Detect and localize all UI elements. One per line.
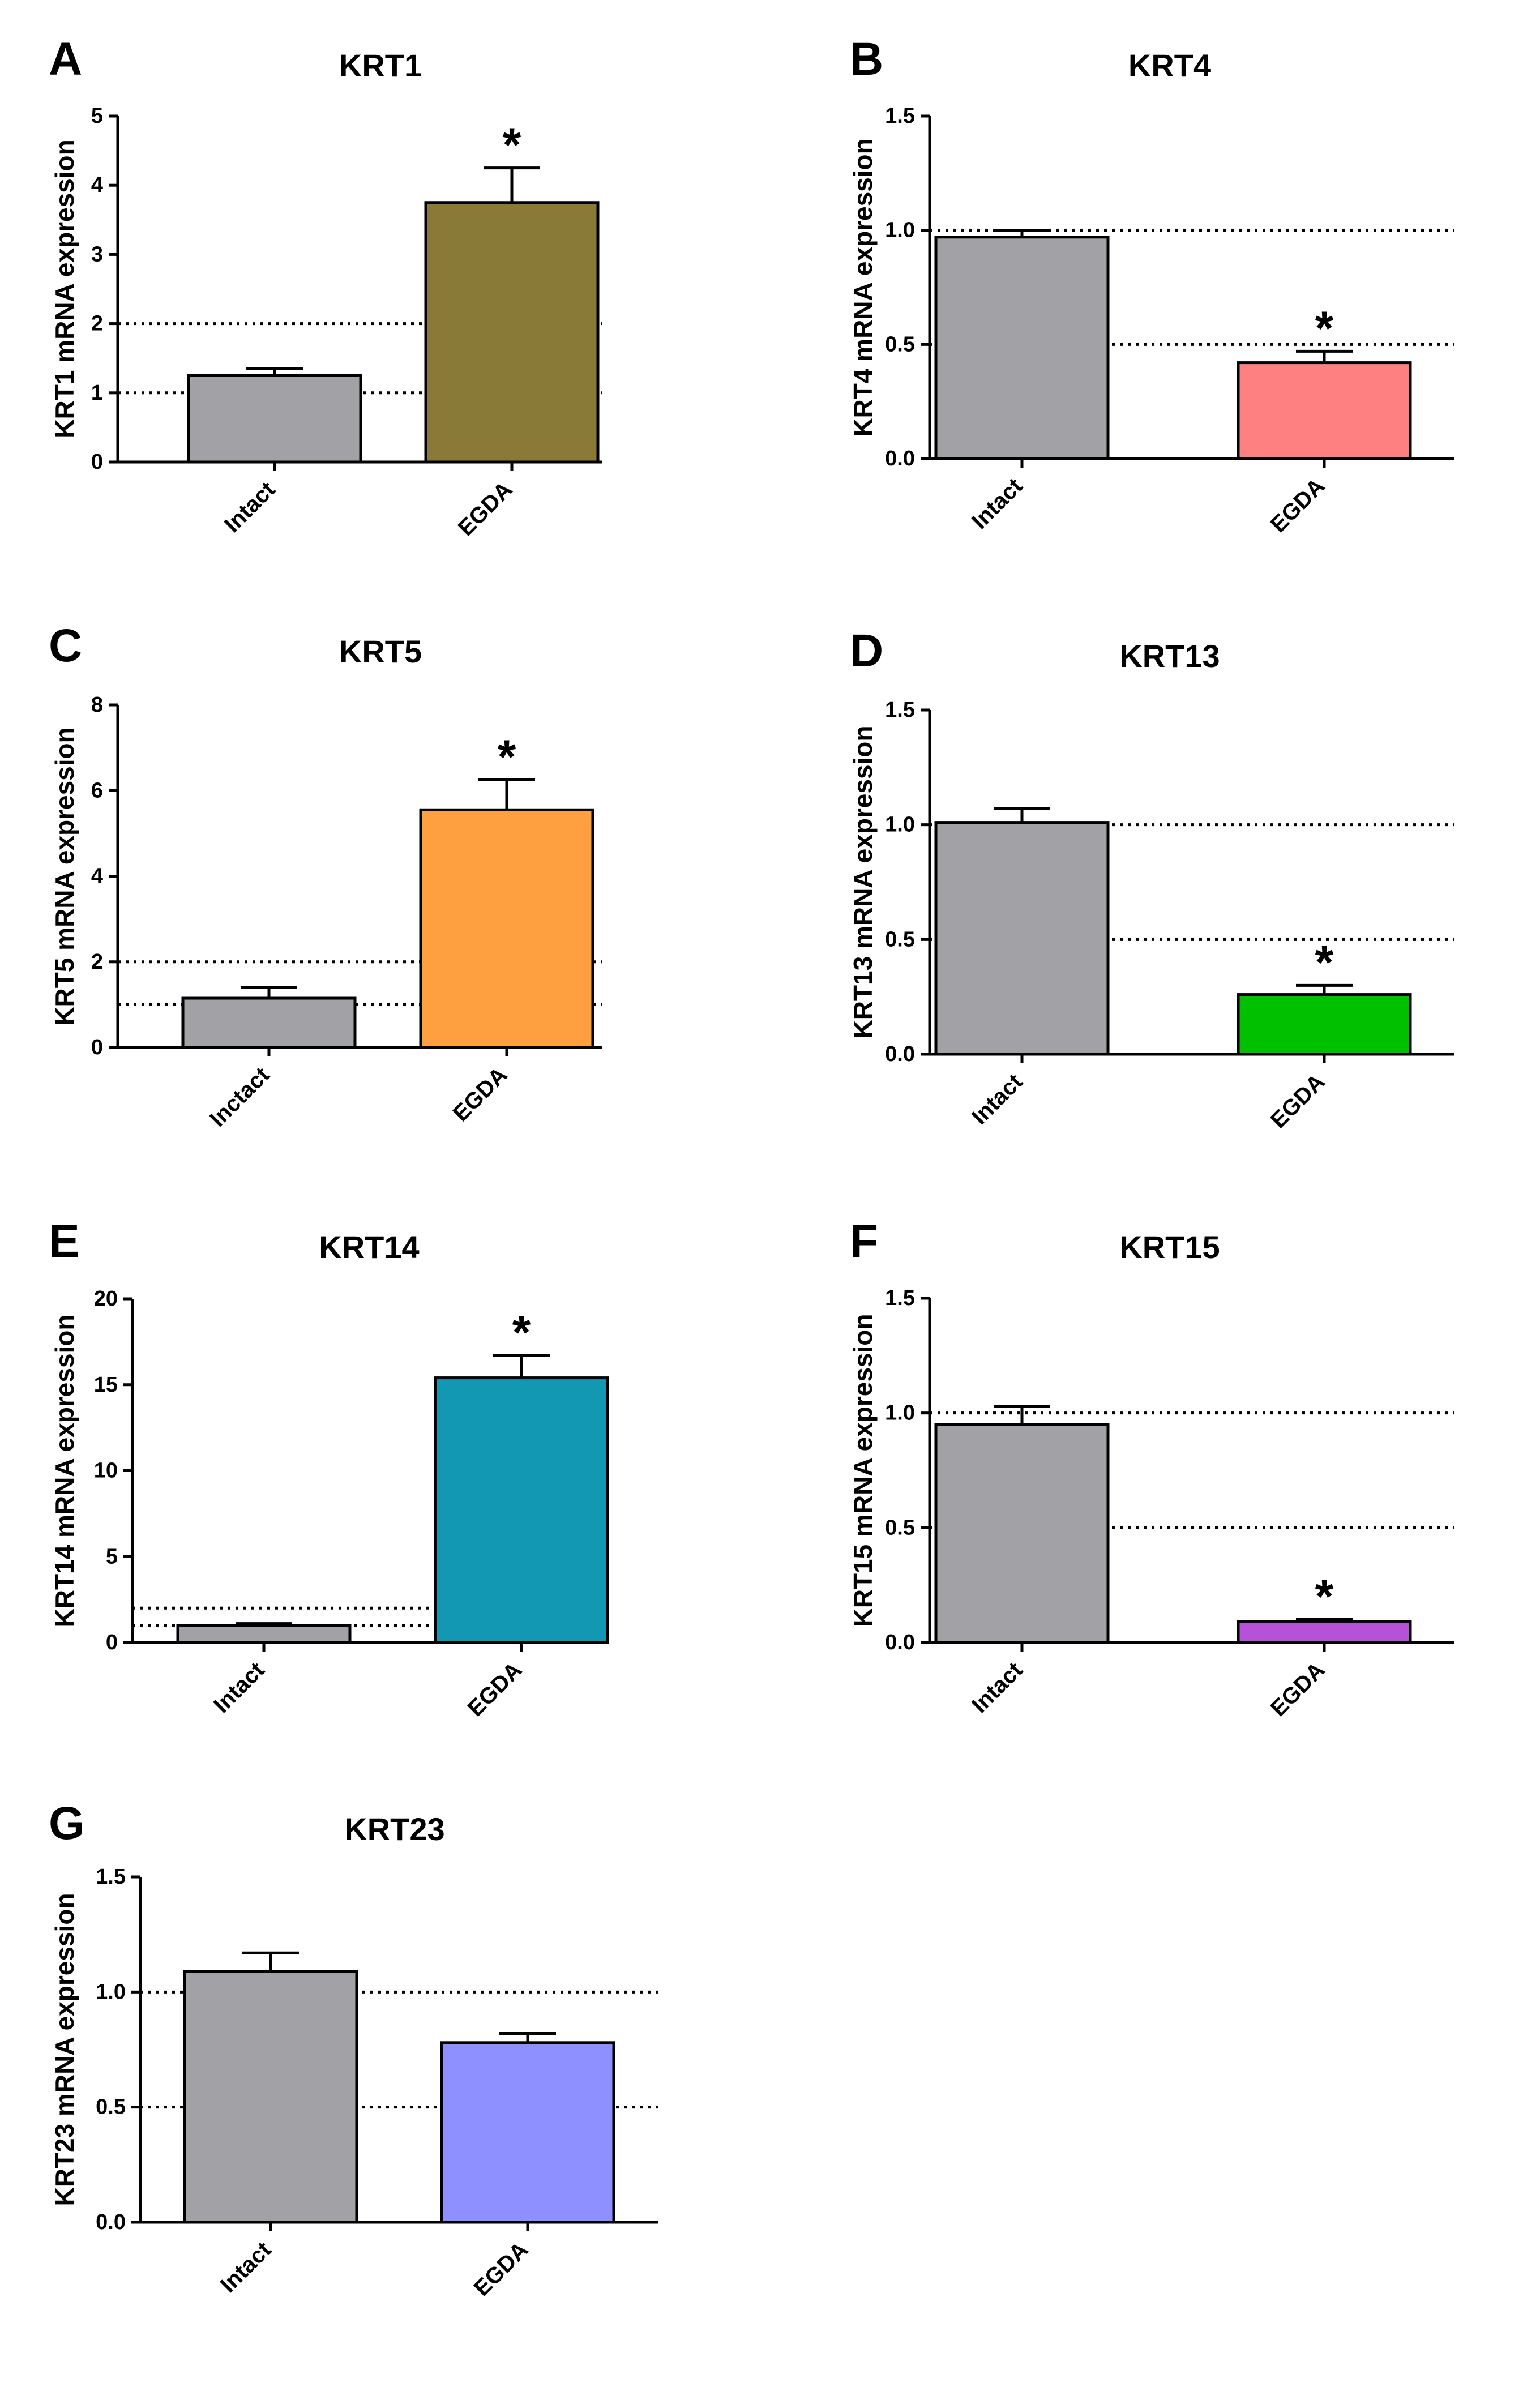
y-tick-label: 0 (91, 1036, 103, 1059)
y-tick-label: 0.0 (96, 2210, 126, 2234)
y-tick-label: 1.5 (885, 104, 915, 128)
y-tick-label: 0.5 (96, 2095, 126, 2119)
bar-egda (1237, 1620, 1412, 1644)
significance-marker: * (503, 118, 521, 172)
y-axis-label: KRT13 mRNA expression (848, 725, 878, 1038)
bar-egda (1237, 993, 1412, 1056)
y-tick-label: 5 (106, 1545, 118, 1568)
y-tick-label: 0.0 (885, 447, 915, 470)
panel-letter: C (49, 620, 82, 671)
chart-title: KRT4 (1128, 48, 1211, 83)
y-tick-label: 1.0 (885, 219, 915, 242)
y-tick-label: 1.5 (96, 1865, 126, 1889)
bar-egda (1237, 361, 1412, 460)
y-tick-label: 1.0 (885, 1401, 915, 1425)
significance-marker: * (1315, 301, 1334, 354)
y-tick-label: 0.5 (885, 332, 915, 356)
y-tick-label: 8 (91, 693, 103, 717)
chart-title: KRT1 (339, 48, 422, 83)
y-tick-label: 1.0 (96, 1980, 126, 2004)
bar-egda (434, 1376, 609, 1644)
significance-marker: * (1315, 1569, 1334, 1623)
y-axis-label: KRT15 mRNA expression (848, 1314, 878, 1627)
chart-title: KRT23 (344, 1811, 444, 1847)
y-tick-label: 20 (94, 1287, 118, 1311)
bar-egda (440, 2041, 615, 2224)
bar-intact (934, 821, 1110, 1056)
y-axis-label: KRT23 mRNA expression (50, 1893, 79, 2206)
y-tick-label: 0.5 (885, 927, 915, 951)
y-tick-label: 0 (106, 1631, 118, 1654)
y-tick-label: 3 (91, 242, 103, 266)
bar-egda (424, 201, 600, 464)
y-tick-label: 0.0 (885, 1042, 915, 1066)
y-tick-label: 5 (91, 104, 103, 128)
y-tick-label: 10 (94, 1459, 118, 1483)
significance-marker: * (1315, 935, 1334, 989)
significance-marker: * (512, 1306, 531, 1359)
y-axis-label: KRT14 mRNA expression (50, 1314, 79, 1627)
chart-title: KRT15 (1119, 1229, 1220, 1265)
significance-marker: * (498, 730, 516, 783)
chart-title: KRT14 (319, 1229, 419, 1265)
y-tick-label: 2 (91, 950, 103, 974)
y-tick-label: 4 (91, 865, 103, 888)
chart-title: KRT5 (339, 634, 422, 669)
chart-title: KRT13 (1119, 638, 1220, 674)
panel-letter: F (850, 1216, 878, 1267)
bar-intact (183, 1970, 358, 2224)
panel-letter: E (49, 1216, 80, 1267)
y-tick-label: 0 (91, 450, 103, 474)
panel-letter: A (49, 33, 82, 85)
bar-intact (187, 374, 362, 464)
bar-intact (934, 1423, 1110, 1644)
y-tick-label: 1 (91, 381, 103, 405)
y-tick-label: 1.5 (885, 698, 915, 722)
y-tick-label: 1.0 (885, 813, 915, 837)
y-tick-label: 0.5 (885, 1516, 915, 1539)
bar-intact (934, 236, 1110, 460)
bar-intact (176, 1624, 352, 1644)
y-tick-label: 2 (91, 312, 103, 336)
y-tick-label: 0.0 (885, 1631, 915, 1654)
y-axis-label: KRT4 mRNA expression (848, 138, 878, 437)
y-tick-label: 4 (91, 173, 103, 197)
panel-letter: G (49, 1798, 85, 1849)
y-axis-label: KRT5 mRNA expression (50, 727, 79, 1025)
y-tick-label: 15 (94, 1373, 118, 1397)
y-tick-label: 1.5 (885, 1286, 915, 1310)
panel-letter: D (850, 625, 883, 677)
panel-letter: B (850, 33, 883, 85)
bar-inctact (181, 996, 357, 1049)
y-axis-label: KRT1 mRNA expression (50, 139, 79, 438)
bar-egda (419, 808, 594, 1049)
y-tick-label: 6 (91, 778, 103, 802)
